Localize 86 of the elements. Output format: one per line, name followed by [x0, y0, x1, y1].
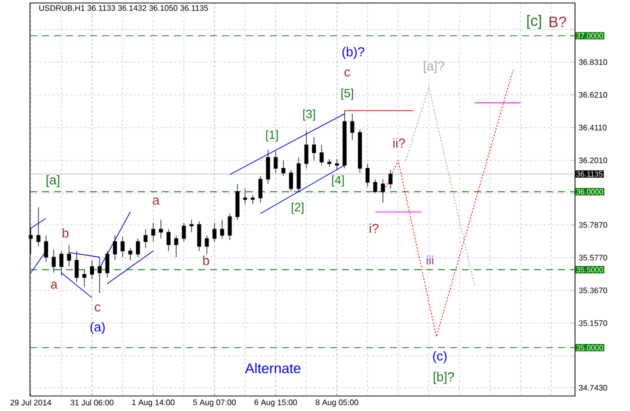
annotation: (a) [90, 322, 105, 334]
annotation: i? [370, 223, 378, 233]
chart-title: USDRUB,H1 36.1133 36.1432 36.1050 36.1135 [39, 5, 208, 12]
y-tick-label: 35.1570 [578, 320, 608, 326]
candlestick [74, 250, 79, 282]
candlestick [320, 144, 324, 166]
annotation: [a] [46, 174, 60, 188]
candlestick [166, 228, 171, 252]
candlestick [82, 269, 86, 288]
candlestick [380, 178, 385, 203]
y-tick-label: 36.8310 [578, 59, 608, 65]
candlestick [296, 157, 301, 192]
annotation: a [50, 282, 58, 289]
candlestick [144, 228, 148, 248]
candlestick [250, 194, 255, 204]
annotation: iii [426, 256, 434, 264]
candlestick [235, 184, 240, 220]
y-tick-label: 35.5770 [578, 254, 608, 260]
candlestick [151, 222, 156, 242]
candlestick [158, 219, 163, 239]
annotation: Alternate [245, 362, 300, 374]
annotation: c [94, 304, 100, 312]
annotation: ii? [393, 138, 405, 148]
annotation: (c) [433, 351, 447, 364]
annotation: a [152, 198, 160, 205]
candlestick [174, 235, 178, 258]
candlestick [258, 176, 262, 203]
x-tick-label: 5 Aug 07:00 [193, 400, 236, 407]
candlestick [36, 206, 40, 247]
candlestick [358, 129, 362, 174]
candlestick [350, 113, 354, 141]
x-tick-label: 31 Jul 06:00 [70, 400, 114, 406]
candlestick [334, 158, 339, 170]
candlestick [289, 170, 294, 192]
candlestick [128, 248, 132, 261]
candlestick [281, 160, 286, 176]
annotation: [5] [341, 88, 354, 100]
annotation: [2] [292, 202, 304, 214]
x-tick-label: 1 Aug 14:00 [132, 400, 174, 407]
candlestick [228, 213, 232, 240]
candlestick [44, 235, 48, 262]
x-tick-label: 8 Aug 05:00 [316, 400, 358, 407]
candlestick [212, 222, 216, 242]
y-tick-label: 34.7430 [578, 384, 608, 391]
annotation: [b]? [434, 372, 454, 384]
y-tick-label: 36.6210 [578, 92, 608, 98]
candlestick [182, 222, 186, 242]
candlestick [136, 238, 140, 258]
candlestick [388, 170, 393, 189]
candlestick [52, 249, 56, 274]
annotation: [a]? [424, 60, 444, 74]
candlestick [312, 136, 316, 161]
y-tick-label: 36.2010 [578, 158, 608, 164]
candlestick [327, 158, 332, 168]
candlestick [190, 219, 194, 233]
candlestick [274, 150, 278, 174]
y-tick-label: 36.4110 [578, 124, 607, 130]
candlestick [98, 256, 102, 294]
annotation: (b)? [342, 46, 364, 59]
candlestick [105, 250, 110, 278]
candlestick [204, 235, 209, 254]
candlestick [67, 244, 72, 267]
x-tick-label: 6 Aug 15:00 [254, 400, 297, 407]
candlestick [59, 250, 64, 276]
y-tick-label: 35.7870 [578, 222, 608, 228]
annotation: [c] [527, 14, 541, 29]
candlestick [120, 236, 125, 258]
candlestick [373, 178, 378, 194]
candlestick [266, 149, 270, 184]
annotation: b [203, 256, 210, 266]
annotation: [4] [332, 175, 344, 187]
candlestick [342, 110, 347, 169]
annotation: b [62, 228, 68, 238]
candlestick [304, 130, 308, 169]
candlestick [197, 221, 202, 252]
annotation: [1] [266, 130, 278, 142]
x-tick-label: 29 Jul 2014 [10, 400, 52, 406]
candlestick [90, 260, 94, 280]
annotation: B? [550, 16, 566, 28]
annotation: c [344, 69, 350, 77]
candlestick [112, 235, 117, 261]
candlestick [243, 188, 248, 204]
annotation: [3] [303, 109, 315, 121]
candlestick [366, 163, 370, 188]
candlestick [220, 219, 224, 239]
y-tick-label: 35.3670 [578, 288, 608, 294]
